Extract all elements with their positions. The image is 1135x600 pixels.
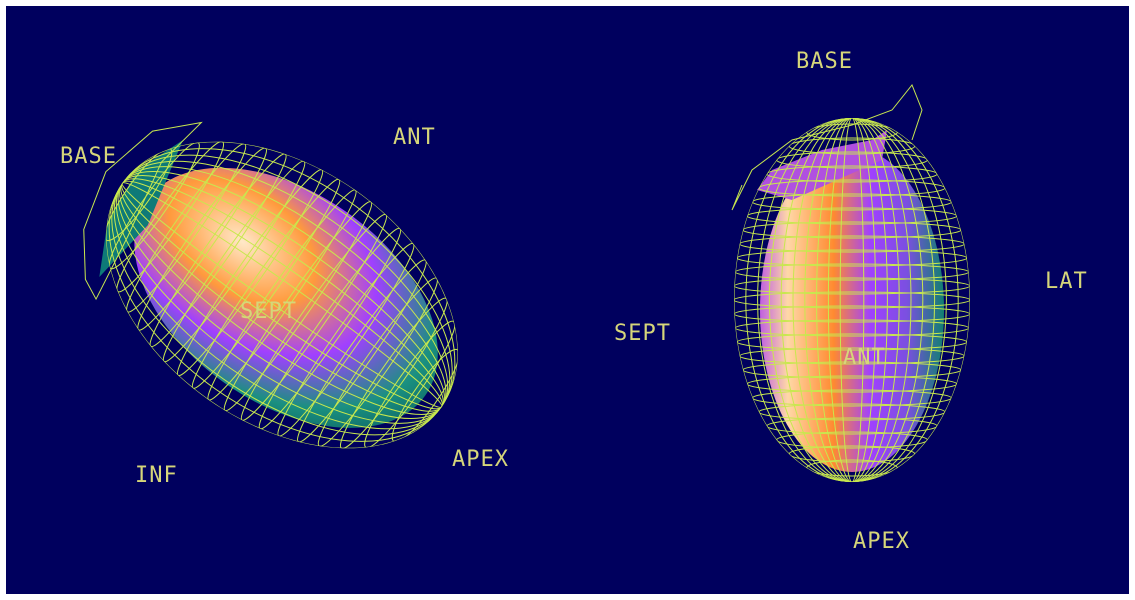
label: SEPT (240, 299, 297, 324)
label: ANT (393, 125, 436, 150)
label: INF (135, 463, 178, 488)
scene: BASE ANT SEPT INF APEX BASE SEPT LAT ANT… (0, 0, 1135, 600)
label: ANT (843, 345, 886, 370)
label: LAT (1045, 269, 1088, 294)
label: SEPT (614, 321, 671, 346)
label: BASE (796, 49, 853, 74)
label: APEX (853, 529, 910, 554)
label: APEX (452, 447, 509, 472)
label: BASE (60, 144, 117, 169)
page: BASE ANT SEPT INF APEX BASE SEPT LAT ANT… (0, 0, 1135, 600)
